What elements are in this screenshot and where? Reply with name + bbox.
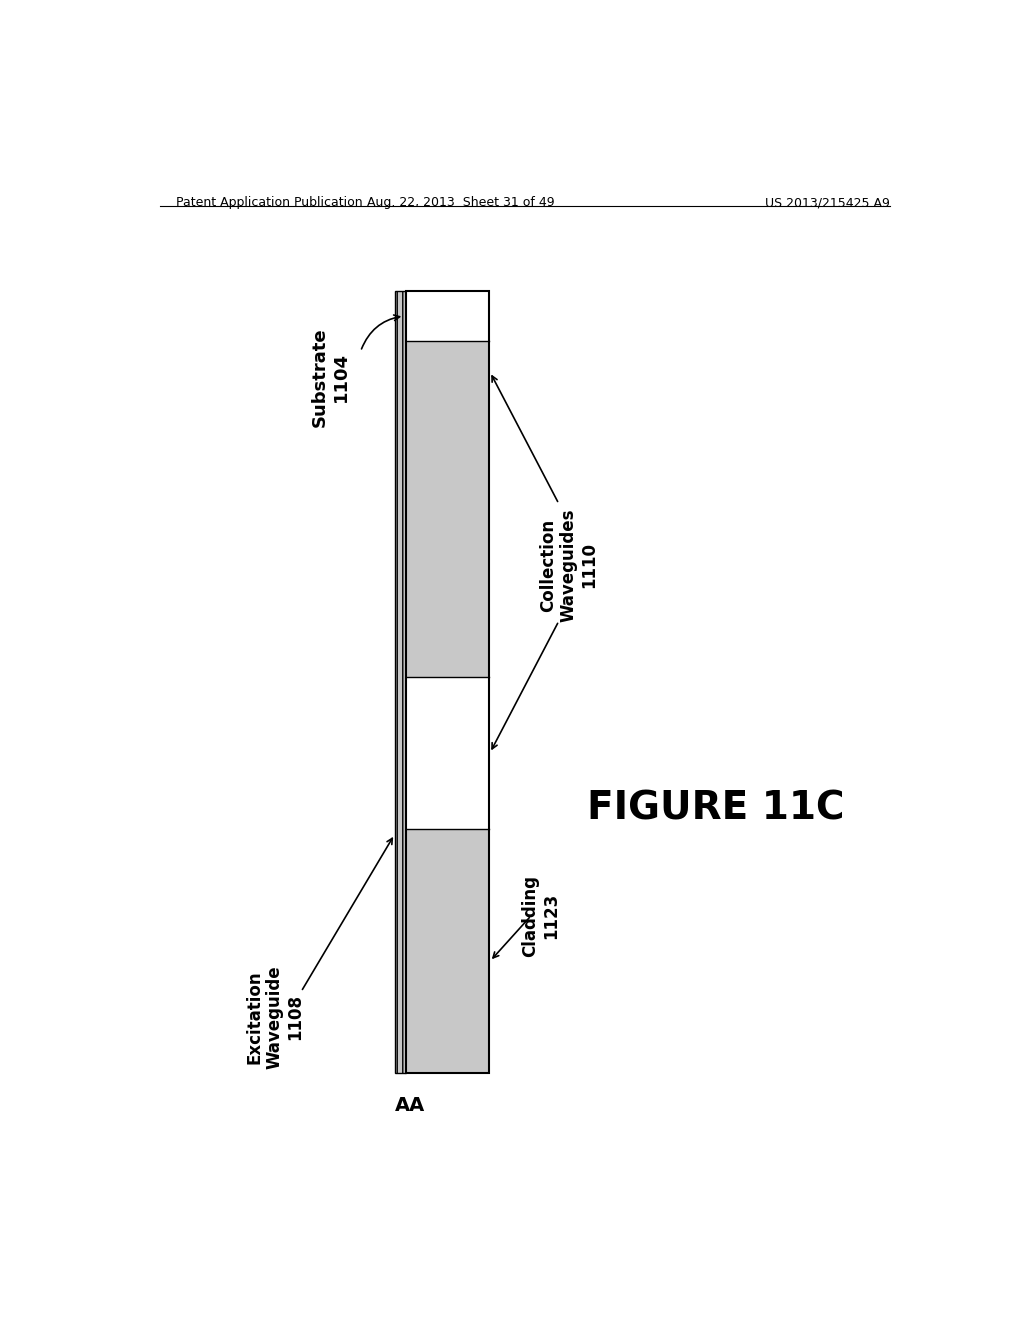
Text: Patent Application Publication: Patent Application Publication <box>176 195 362 209</box>
Bar <box>406 342 489 677</box>
Text: Substrate
1104: Substrate 1104 <box>311 327 350 426</box>
Text: Excitation
Waveguide
1108: Excitation Waveguide 1108 <box>245 965 304 1069</box>
Bar <box>406 677 489 829</box>
Text: AA: AA <box>394 1096 425 1114</box>
Text: Cladding
1123: Cladding 1123 <box>521 875 560 957</box>
Text: US 2013/215425 A9: US 2013/215425 A9 <box>765 195 890 209</box>
Bar <box>394 290 406 1073</box>
Text: FIGURE 11C: FIGURE 11C <box>587 789 844 828</box>
Bar <box>406 290 489 1073</box>
Text: Aug. 22, 2013  Sheet 31 of 49: Aug. 22, 2013 Sheet 31 of 49 <box>368 195 555 209</box>
Bar <box>406 290 489 342</box>
Text: Collection
Waveguides
1110: Collection Waveguides 1110 <box>539 508 598 622</box>
Bar <box>406 829 489 1073</box>
